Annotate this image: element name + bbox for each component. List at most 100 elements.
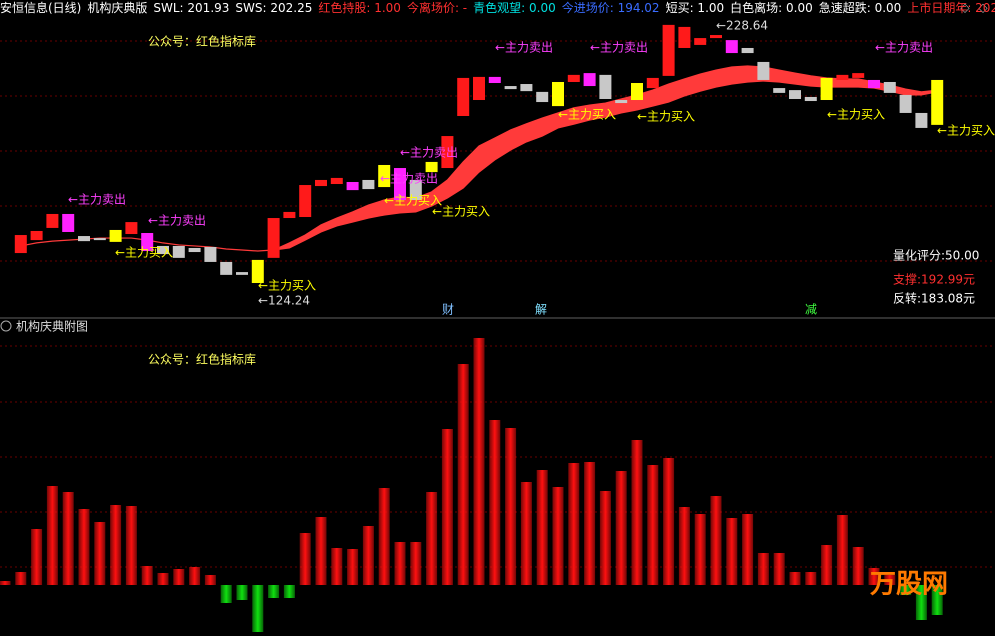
volume-bar [473,338,485,585]
volume-bar [78,509,90,585]
header-item: 今离场价: - [406,1,468,15]
volume-bar [378,488,390,585]
volume-bar [204,575,216,585]
volume-bar [884,575,896,585]
candle [378,164,391,188]
candle [251,259,264,284]
volume-bar [46,486,58,585]
header-item: SWS: 202.25 [235,1,313,15]
event-marker: 减 [805,303,817,317]
volume-bar [331,548,343,585]
candle [883,81,896,93]
candle [820,77,833,101]
volume-bar [836,515,848,585]
event-marker: 财 [442,303,454,317]
signal-label: ←主力买入 [558,108,616,122]
candle [536,91,549,103]
signal-label: ←主力卖出 [380,172,438,186]
signal-label: ←主力卖出 [148,214,206,228]
candle [931,79,944,125]
volume-bar [694,514,706,585]
signal-label: ←主力卖出 [590,41,648,55]
volume-bar [15,572,27,585]
candle [646,77,659,89]
candle [868,79,880,89]
volume-bar [536,470,548,585]
candle [362,179,375,190]
candle [125,222,138,235]
volume-bar [931,585,943,615]
candle [283,211,296,219]
pane-icon[interactable] [0,320,12,332]
volume-bar [157,573,169,585]
volume-bar [268,585,280,598]
volume-bar [110,505,122,585]
header-item: 今进场价: 194.02 [561,1,660,15]
candle [299,185,312,218]
nav-icon[interactable]: ◇ [960,1,970,15]
nav-icon[interactable]: ◇ [978,1,988,15]
volume-bar [520,482,532,585]
volume-bar [220,585,232,603]
score: 量化评分:50.00 [893,249,979,263]
candle [583,73,596,87]
volume-bar [299,533,311,585]
volume-bar [283,585,295,598]
volume-bar [505,428,517,585]
volume-bar [868,568,880,585]
candle [631,83,643,101]
candle [520,84,533,92]
candle [330,177,343,185]
volume-bar [236,585,248,600]
candle [567,74,580,82]
volume-bar [631,440,643,585]
volume-bar [362,526,374,585]
volume-bar [599,491,611,585]
candle [141,233,154,252]
volume-bar [726,518,738,585]
volume-bar [31,529,43,585]
candle [267,218,280,258]
candle [441,136,454,169]
volume-bar [821,545,833,585]
volume-bar [410,542,422,585]
candle [14,235,27,254]
candle [504,86,517,90]
candle [694,38,707,45]
header-item: 青色观望: 0.00 [473,1,556,15]
signal-label: ←主力买入 [937,124,995,138]
volume-bar [141,566,153,585]
candle [394,168,406,201]
indicator-name: 机构庆典版 [87,1,148,15]
candle [741,47,754,54]
header-item: 白色离场: 0.00 [730,1,813,15]
candle [30,230,43,241]
volume-bar [173,569,185,585]
candle [804,96,817,102]
header: 安恒信息(日线) 机构庆典版 SWL: 201.93 SWS: 202.25 红色持股:… [0,0,995,16]
candle [725,40,738,54]
header-item: 上市日期年: 202 [907,1,995,15]
volume-bar [552,487,564,585]
candle [315,179,327,187]
signal-label: ←主力卖出 [400,146,458,160]
volume-bar [568,463,580,585]
volume-bar [426,492,438,585]
candle [899,94,912,113]
signal-label: ←主力买入 [258,279,316,293]
candle [204,246,217,262]
event-marker: 解 [535,303,547,317]
low-label: ←124.24 [258,294,310,308]
volume-bar [663,458,675,585]
sub-pane-title: 机构庆典附图 [16,319,88,334]
candle [789,90,801,99]
candle [78,236,90,242]
candle [346,181,359,191]
logo: 万股网 [870,570,948,600]
volume-bar [915,585,927,620]
candle [915,112,928,128]
candle [220,261,233,275]
candle [93,238,106,241]
candle [678,26,691,48]
